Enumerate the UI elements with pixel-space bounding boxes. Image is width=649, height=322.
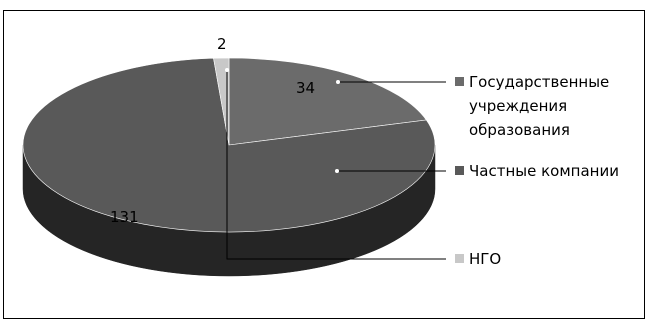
data-label-private: 131: [110, 208, 139, 226]
legend-swatch-ngo: [455, 254, 464, 263]
legend-label-ngo: НГО: [469, 250, 501, 268]
leader-dot-private: [335, 169, 339, 173]
pie-layer: [22, 57, 436, 277]
legend-label-gov: Государственные учреждения образования: [469, 73, 614, 139]
leader-lines: [225, 68, 446, 260]
pie-slice-ngo: [213, 57, 230, 146]
data-label-gov: 34: [296, 79, 315, 97]
leader-dot-gov: [336, 80, 340, 84]
label-layer: 34 131 2: [110, 35, 315, 226]
legend-swatch-gov: [455, 77, 464, 86]
legend-label-private: Частные компании: [469, 162, 619, 180]
pie-slice-private: [22, 57, 436, 233]
pie-slice-gov: [228, 57, 427, 146]
legend: Государственные учреждения образования Ч…: [455, 73, 619, 268]
legend-swatch-private: [455, 166, 464, 175]
leader-line-ngo: [226, 70, 446, 260]
leader-dot-ngo: [225, 68, 229, 72]
data-label-ngo: 2: [217, 35, 227, 53]
